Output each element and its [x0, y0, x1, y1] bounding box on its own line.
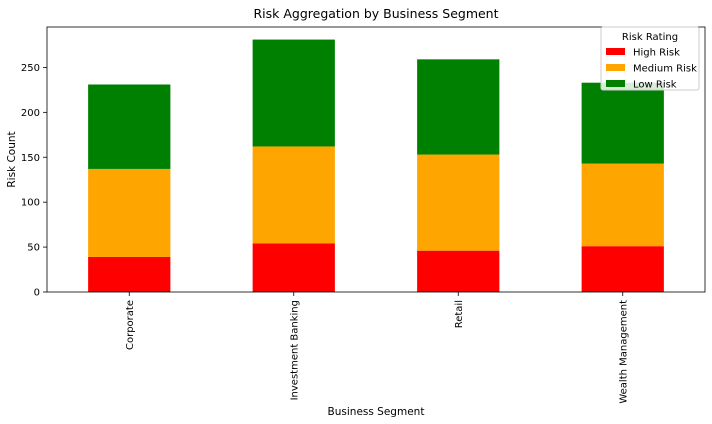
y-axis-label: Risk Count — [6, 131, 18, 187]
y-tick-label: 150 — [21, 153, 40, 164]
legend: Risk Rating High Risk Medium Risk Low Risk — [600, 26, 700, 91]
bar-low-risk-retail — [417, 59, 500, 155]
legend-entries: High Risk Medium Risk Low Risk — [606, 48, 697, 91]
chart-title: Risk Aggregation by Business Segment — [253, 6, 498, 21]
bar-low-risk-corporate — [88, 84, 171, 169]
legend-swatch — [606, 80, 625, 87]
y-tick-label: 200 — [21, 108, 40, 119]
bar-medium-risk-investment-banking — [252, 146, 335, 244]
x-axis-label: Business Segment — [328, 406, 425, 418]
y-tick-label: 100 — [21, 198, 40, 209]
y-tick-label: 0 — [34, 288, 40, 299]
bar-medium-risk-corporate — [88, 168, 171, 257]
legend-title: Risk Rating — [622, 32, 678, 43]
legend-box — [600, 26, 700, 91]
legend-entry-label: High Risk — [633, 48, 680, 59]
bar-high-risk-wealth-management — [581, 246, 664, 292]
bar-high-risk-investment-banking — [252, 243, 335, 292]
x-axis: Corporate Investment Banking Retail Wealth … — [125, 292, 629, 404]
bar-high-risk-retail — [417, 250, 500, 292]
y-tick-label: 250 — [21, 63, 40, 74]
bar-high-risk-corporate — [88, 256, 171, 292]
y-axis: 0 50 100 150 200 250 — [21, 63, 47, 299]
legend-entry-label: Low Risk — [633, 80, 677, 91]
x-tick-label: Retail — [454, 300, 465, 328]
legend-swatch — [606, 48, 625, 55]
x-tick-label: Corporate — [125, 300, 136, 350]
legend-swatch — [606, 64, 625, 71]
bars-group — [88, 39, 664, 292]
plot-frame — [46, 26, 706, 293]
legend-entry-label: Medium Risk — [633, 64, 697, 75]
bar-medium-risk-wealth-management — [581, 163, 664, 247]
x-tick-label: Investment Banking — [289, 300, 300, 400]
bar-low-risk-investment-banking — [252, 39, 335, 147]
y-tick-label: 50 — [27, 243, 40, 254]
bar-low-risk-wealth-management — [581, 82, 664, 164]
x-tick-label: Wealth Management — [618, 300, 629, 404]
bar-medium-risk-retail — [417, 154, 500, 251]
